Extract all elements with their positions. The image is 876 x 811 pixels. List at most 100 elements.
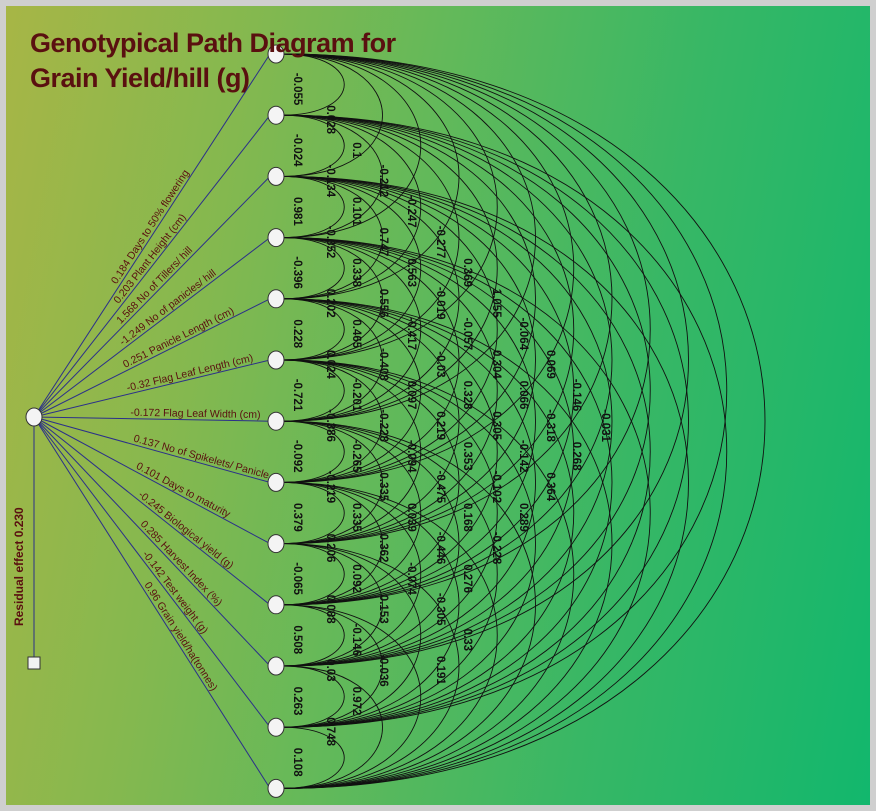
correlation-arc — [281, 481, 460, 728]
correlation-value: -0.228 — [490, 532, 502, 565]
correlation-value: -0.134 — [324, 164, 336, 197]
variable-node — [267, 778, 285, 798]
correlation-value: -0.036 — [377, 654, 389, 687]
correlation-arc — [281, 237, 383, 361]
correlation-value: 0.097 — [405, 381, 417, 410]
correlation-value: -0.219 — [324, 470, 336, 503]
correlation-arc — [281, 237, 613, 728]
path-line — [33, 298, 271, 418]
correlation-arc — [281, 298, 345, 361]
variable-node — [267, 411, 285, 431]
correlation-arc — [281, 298, 498, 606]
correlation-value: 0.168 — [461, 503, 473, 532]
correlation-arc — [281, 359, 536, 728]
correlation-arc — [281, 53, 728, 728]
correlation-arc — [281, 481, 422, 667]
correlation-value: -0.065 — [291, 562, 303, 595]
correlation-arc — [281, 359, 345, 422]
correlation-arc — [281, 114, 651, 667]
correlation-arc — [281, 114, 536, 483]
correlation-arc — [281, 114, 460, 361]
correlation-value: -0.019 — [434, 287, 446, 320]
correlation-value: -0.721 — [291, 379, 303, 412]
correlation-arc — [281, 114, 613, 606]
correlation-value: -0.064 — [517, 317, 529, 350]
correlation-arc — [281, 237, 498, 545]
correlation-value: -0.305 — [434, 593, 446, 626]
correlation-arc — [281, 114, 498, 422]
correlation-arc — [281, 53, 651, 606]
correlation-value: -0.055 — [291, 73, 303, 106]
path-line — [33, 237, 271, 418]
correlation-value: 0.563 — [405, 258, 417, 287]
correlation-arc — [281, 298, 460, 545]
variable-node — [267, 44, 285, 64]
correlation-value: 0.33 — [461, 629, 473, 651]
correlation-value: -0.142 — [517, 440, 529, 473]
variable-node — [267, 289, 285, 309]
correlation-value: -0.386 — [324, 409, 336, 442]
correlation-arc — [281, 114, 689, 728]
diagram-title: Genotypical Path Diagram for Grain Yield… — [30, 26, 396, 96]
correlation-arc — [281, 237, 422, 422]
correlation-arc — [281, 359, 383, 483]
correlation-arc — [281, 420, 460, 667]
correlation-arc — [281, 53, 383, 177]
residual-box — [27, 656, 41, 670]
correlation-arc — [281, 481, 498, 789]
correlation-value: 0.028 — [324, 105, 336, 134]
correlation-value: 0.335 — [377, 472, 389, 501]
correlation-arc — [281, 237, 536, 606]
correlation-value: 0.108 — [291, 748, 303, 777]
correlation-value: 0.088 — [324, 595, 336, 624]
correlation-arc — [281, 359, 498, 667]
correlation-arc — [281, 53, 498, 361]
correlation-arc — [281, 237, 574, 667]
correlation-arc — [281, 420, 383, 545]
correlation-arc — [281, 175, 613, 667]
correlation-arc — [281, 359, 574, 789]
correlation-value: -0.102 — [490, 470, 502, 503]
correlation-value: -0.024 — [291, 134, 303, 167]
correlation-value: -0.396 — [291, 256, 303, 289]
correlation-value: 0.747 — [377, 228, 389, 257]
correlation-arc — [281, 53, 345, 116]
correlation-value: -0.277 — [434, 226, 446, 259]
correlation-value: 0.1 — [350, 142, 362, 159]
correlation-value: 0.263 — [291, 687, 303, 716]
correlation-arc — [281, 665, 345, 728]
path-line — [33, 416, 271, 728]
path-line — [33, 416, 271, 667]
variable-node — [267, 105, 285, 125]
correlation-arc — [281, 604, 422, 789]
correlation-arc — [281, 175, 651, 728]
correlation-value: -0.146 — [570, 379, 582, 412]
correlation-value: 0.328 — [461, 381, 473, 410]
correlation-arc — [281, 298, 613, 789]
correlation-value: 0.338 — [350, 258, 362, 287]
correlation-arc — [281, 175, 345, 239]
path-line — [33, 416, 271, 422]
correlation-value: 0.268 — [570, 442, 582, 471]
correlation-arc — [281, 175, 422, 361]
correlation-arc — [281, 604, 345, 667]
correlation-value: -0.352 — [324, 226, 336, 259]
correlation-value: -0.212 — [377, 164, 389, 197]
correlation-arc — [281, 359, 422, 545]
correlation-value: 0.219 — [434, 411, 446, 440]
correlation-value: -0.265 — [350, 440, 362, 473]
correlation-arc — [281, 175, 498, 483]
correlation-value: -0.074 — [405, 562, 417, 595]
correlation-arc — [281, 53, 613, 545]
correlation-arc — [281, 604, 383, 728]
correlation-value: 0.364 — [544, 472, 556, 501]
correlation-value: -0.201 — [350, 379, 362, 412]
correlation-value: 0.304 — [490, 350, 502, 379]
correlation-value: 0.039 — [405, 503, 417, 532]
correlation-value: 0.101 — [350, 197, 362, 226]
diagram-canvas: 0.184 Days to 50% flowering 0.203 Plant H… — [6, 6, 870, 805]
correlation-arc — [281, 298, 574, 728]
path-label: -0.172 Flag Leaf Width (cm) — [130, 407, 260, 421]
correlation-arc — [281, 175, 536, 545]
